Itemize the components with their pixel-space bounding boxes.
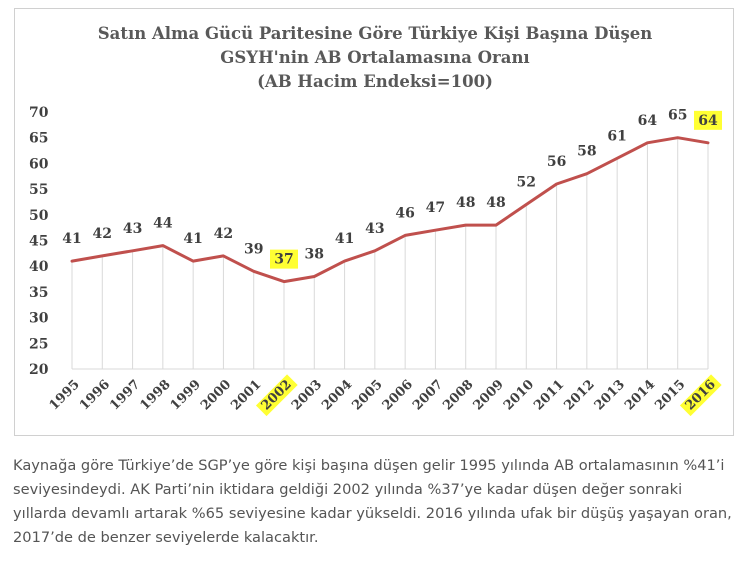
data-label: 47 [426,200,445,216]
x-tick-label: 2005 [349,377,385,413]
y-tick-label: 35 [29,285,48,301]
x-tick-label: 2012 [561,377,597,413]
data-label: 48 [456,195,475,211]
y-tick-label: 20 [29,362,49,378]
data-label: 56 [547,154,566,170]
y-tick-label: 45 [29,234,48,250]
y-tick-label: 40 [29,259,49,275]
data-label: 39 [244,241,263,257]
x-axis-ticks: 1995199619971998199920002001200220032004… [47,374,722,417]
x-tick-label: 2010 [501,377,537,413]
y-tick-label: 65 [29,131,48,147]
data-label: 43 [123,221,142,237]
chart-title-line-3: (AB Hacim Endeksi=100) [257,72,493,91]
x-tick-label: 1995 [47,377,83,413]
x-tick-label: 1996 [77,377,113,413]
y-tick-label: 60 [29,156,49,172]
x-tick-label: 2000 [198,377,234,413]
line-chart: Satın Alma Gücü Paritesine Göre Türkiye … [29,24,722,417]
chart-title-line-2: GSYH'nin AB Ortalamasına Oranı [220,48,529,67]
data-label: 58 [577,144,596,160]
gridlines [71,137,709,370]
data-label: 46 [395,205,414,221]
x-tick-label: 2013 [592,377,628,413]
data-label: 41 [335,231,354,247]
highlight-marker-label-2002 [270,249,298,269]
data-label: 64 [698,113,718,129]
x-tick-label: 1998 [137,377,173,413]
chart-title-line-1: Satın Alma Gücü Paritesine Göre Türkiye … [98,24,653,43]
highlight-marker-2002 [255,374,298,417]
chart-panel: Satın Alma Gücü Paritesine Göre Türkiye … [14,8,734,436]
data-label: 42 [214,226,233,242]
highlight-marker-2016 [679,374,722,417]
highlight-marker-label-2016 [694,110,722,130]
data-label: 41 [62,231,81,247]
x-tick-label: 2009 [471,377,507,413]
data-labels: 41 42 43 44 41 42 39 37 38 41 43 46 47 48 48 52 56 58 61 64… [62,108,722,269]
x-tick-label: 2011 [531,377,567,413]
y-tick-label: 25 [29,336,48,352]
y-tick-label: 30 [29,311,49,327]
data-label: 65 [668,108,687,124]
data-label: 37 [274,252,293,268]
data-label: 41 [183,231,202,247]
data-label: 38 [305,246,324,262]
x-tick-label: 1997 [107,377,143,413]
data-label: 52 [517,175,536,191]
x-tick-label: 2007 [410,377,446,413]
data-label: 64 [638,113,658,129]
data-label: 61 [607,128,626,144]
y-tick-label: 70 [29,105,49,121]
chart-caption: Kaynağa göre Türkiye’de SGP’ye göre kişi… [13,457,732,546]
x-tick-label: 2006 [380,377,416,413]
x-tick-label: 2008 [440,377,476,413]
y-axis-ticks: 20 25 30 35 40 45 50 55 60 65 70 [29,105,49,378]
series-path [70,136,710,284]
x-tick-label: 2014 [622,377,658,413]
series-line [70,136,710,284]
y-tick-label: 55 [29,182,48,198]
y-tick-label: 50 [29,208,49,224]
x-tick-label: 2004 [319,377,355,413]
data-label: 44 [153,216,173,232]
data-label: 42 [93,226,112,242]
data-label: 43 [365,221,384,237]
x-tick-label: 2016 [683,377,719,413]
x-tick-label: 2002 [259,377,295,413]
data-label: 48 [486,195,505,211]
x-tick-label: 1999 [168,377,204,413]
